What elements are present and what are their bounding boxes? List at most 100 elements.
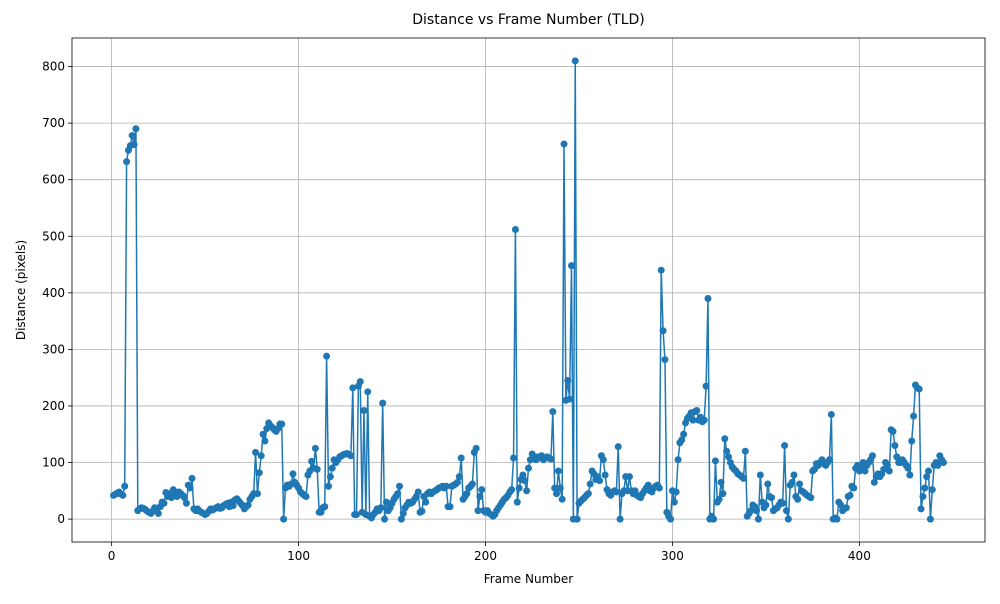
data-point (644, 481, 652, 489)
y-tick-label: 800 (42, 60, 65, 74)
x-axis-label: Frame Number (484, 572, 573, 586)
chart-title: Distance vs Frame Number (TLD) (412, 12, 645, 28)
data-point (513, 498, 521, 506)
data-point (796, 480, 804, 488)
data-point (754, 515, 762, 523)
data-point (915, 385, 923, 393)
data-point (779, 499, 787, 507)
data-point (868, 452, 876, 460)
y-tick-label: 700 (42, 116, 65, 130)
data-point (463, 490, 471, 498)
data-point (399, 509, 407, 517)
data-point (377, 504, 385, 512)
data-point (883, 461, 891, 469)
data-point (349, 384, 357, 392)
data-point (353, 511, 361, 519)
data-point (702, 382, 710, 390)
data-point (926, 515, 934, 523)
data-point (893, 453, 901, 461)
data-point (934, 461, 942, 469)
data-point (667, 515, 675, 523)
data-point (123, 158, 131, 166)
data-point (394, 490, 402, 498)
data-point (689, 416, 697, 424)
axes-frame (71, 37, 986, 543)
data-point (181, 494, 189, 502)
y-tick-label: 200 (42, 399, 65, 413)
data-point (807, 494, 815, 502)
data-point (764, 480, 772, 488)
data-point (328, 464, 336, 472)
data-point (700, 416, 708, 424)
grid (72, 38, 985, 542)
data-point (457, 454, 465, 462)
data-point (554, 467, 562, 475)
data-point (418, 507, 426, 515)
data-point (756, 471, 764, 479)
data-point (278, 420, 286, 428)
data-point (356, 378, 364, 386)
data-point (523, 487, 531, 495)
data-point (616, 515, 624, 523)
data-point (321, 503, 329, 511)
data-point (842, 504, 850, 512)
x-tick-label: 300 (661, 549, 684, 563)
data-point (396, 482, 404, 490)
data-point (455, 473, 463, 481)
y-tick-label: 300 (42, 342, 65, 356)
data-point (782, 507, 790, 515)
data-point (508, 486, 516, 494)
data-point (414, 488, 422, 496)
data-point (261, 437, 269, 445)
data-point (741, 447, 749, 455)
data-point (596, 477, 604, 485)
data-point (326, 473, 334, 481)
data-point (725, 453, 733, 461)
data-point (478, 486, 486, 494)
data-point (584, 490, 592, 498)
data-point (661, 356, 669, 364)
data-point (280, 515, 288, 523)
data-point (850, 484, 858, 492)
data-point (132, 125, 140, 133)
data-point (130, 141, 138, 149)
data-point (510, 454, 518, 462)
data-point (511, 225, 519, 233)
data-point (229, 502, 237, 510)
data-point (784, 515, 792, 523)
data-point (558, 495, 566, 503)
data-point (547, 455, 555, 463)
data-point (186, 484, 194, 492)
data-point (711, 457, 719, 465)
data-point (904, 464, 912, 472)
x-tick-label: 400 (848, 549, 871, 563)
data-point (827, 410, 835, 418)
data-point (753, 507, 761, 515)
data-point (422, 498, 430, 506)
data-point (919, 492, 927, 500)
data-point (917, 505, 925, 513)
y-tick-label: 600 (42, 173, 65, 187)
data-point (119, 491, 127, 499)
data-point (790, 471, 798, 479)
data-point (347, 452, 355, 460)
data-point (655, 484, 663, 492)
data-point (128, 132, 136, 140)
data-point (379, 399, 387, 407)
data-point (781, 442, 789, 450)
data-point (515, 484, 523, 492)
y-tick-label: 100 (42, 456, 65, 470)
data-point (571, 57, 579, 65)
data-point (825, 456, 833, 464)
data-point (382, 498, 390, 506)
data-point (762, 501, 770, 509)
data-point (289, 470, 297, 478)
data-point (861, 467, 869, 475)
data-point (739, 474, 747, 482)
data-point (446, 503, 454, 511)
data-point (940, 459, 947, 467)
data-point (573, 515, 581, 523)
data-point (564, 377, 572, 385)
